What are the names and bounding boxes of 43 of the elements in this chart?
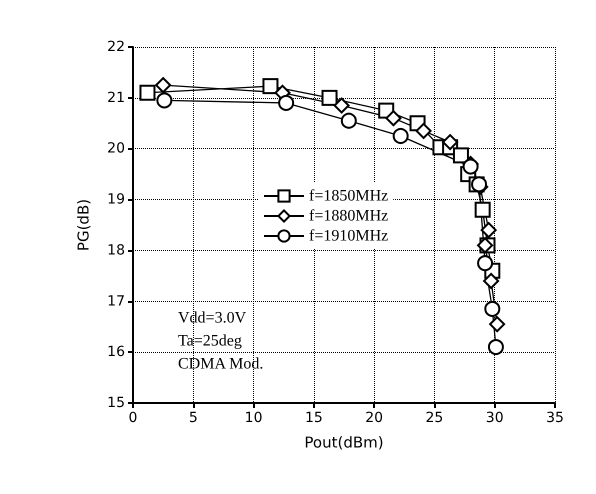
- y-tick-label: 15: [107, 395, 125, 411]
- point: [483, 272, 500, 289]
- y-tick-label: 22: [107, 39, 125, 55]
- y-tick-label: 16: [107, 344, 126, 360]
- y-tick-label: 18: [107, 242, 125, 258]
- y-tick-label: 20: [107, 140, 125, 157]
- x-tick-label: 20: [365, 410, 384, 426]
- point: [340, 112, 357, 129]
- point: [442, 134, 458, 150]
- point: [156, 92, 172, 108]
- x-tick-label: 0: [128, 410, 138, 426]
- y-axis-title: PG(dB): [74, 198, 92, 252]
- x-tick-label: 15: [304, 410, 323, 426]
- point: [278, 94, 294, 111]
- x-tick-label: 30: [486, 410, 504, 426]
- annotation: CDMA Mod.: [178, 356, 264, 372]
- point: [484, 300, 500, 317]
- point: [474, 202, 491, 218]
- point: [416, 122, 432, 139]
- y-tick-label: 19: [107, 192, 125, 208]
- point: [385, 110, 402, 126]
- point: [262, 78, 278, 94]
- point: [462, 158, 479, 175]
- x-tick-label: 25: [426, 410, 444, 426]
- point: [392, 128, 409, 144]
- x-tick-label: 35: [546, 410, 564, 426]
- point: [477, 255, 494, 272]
- point: [488, 339, 504, 356]
- y-tick-label: 17: [107, 293, 125, 310]
- legend-label: f=1880MHz: [309, 208, 388, 224]
- point: [489, 316, 506, 332]
- annotation: Vdd=3.0V: [178, 310, 247, 326]
- point: [480, 222, 497, 238]
- x-axis-title: Pout(dBm): [304, 434, 384, 452]
- x-tick-label: 10: [244, 410, 262, 426]
- point: [452, 147, 469, 164]
- annotation: Ta=25deg: [178, 332, 242, 350]
- legend-label: f=1910MHz: [309, 228, 388, 244]
- y-tick-label: 21: [107, 90, 125, 106]
- legend-label: f=1850MHz: [309, 188, 388, 204]
- point: [139, 84, 156, 101]
- point: [322, 90, 338, 106]
- x-tick-label: 5: [188, 410, 198, 426]
